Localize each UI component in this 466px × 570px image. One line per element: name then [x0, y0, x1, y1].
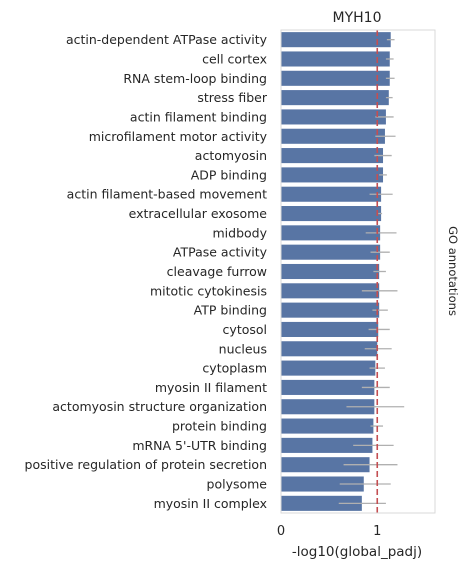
category-label: polysome: [207, 477, 268, 492]
category-label: nucleus: [219, 341, 267, 356]
x-axis-label: -log10(global_padj): [292, 544, 422, 560]
category-label: positive regulation of protein secretion: [25, 457, 267, 472]
bar: [281, 109, 386, 125]
bar: [281, 457, 370, 473]
bar: [281, 399, 375, 415]
bar: [281, 167, 384, 183]
bar: [281, 476, 364, 492]
category-label: microfilament motor activity: [89, 129, 268, 144]
category-label: cytoplasm: [202, 361, 267, 376]
category-label: RNA stem-loop binding: [123, 71, 267, 86]
category-label: ADP binding: [191, 167, 267, 182]
bar: [281, 128, 385, 144]
bar: [281, 495, 362, 511]
bar: [281, 206, 382, 222]
bar: [281, 321, 379, 337]
bar: [281, 186, 382, 202]
chart-title: MYH10: [333, 10, 382, 26]
category-label: actomyosin structure organization: [52, 399, 267, 414]
plot-area: actin-dependent ATPase activity cell cort…: [25, 30, 405, 539]
bar: [281, 341, 378, 357]
bar: [281, 379, 375, 395]
category-label: mitotic cytokinesis: [150, 283, 267, 298]
category-label: actin-dependent ATPase activity: [66, 32, 268, 47]
category-label: stress fiber: [197, 90, 267, 105]
bar: [281, 437, 373, 453]
category-label: protein binding: [172, 419, 267, 434]
category-label: midbody: [213, 225, 268, 240]
category-label: ATP binding: [194, 303, 267, 318]
bar: [281, 32, 391, 48]
category-label: actin filament binding: [130, 109, 267, 124]
category-label: extracellular exosome: [129, 206, 268, 221]
bar: [281, 51, 390, 67]
bar: [281, 360, 376, 376]
category-label: actomyosin: [195, 148, 267, 163]
category-label: cell cortex: [202, 51, 267, 66]
bar: [281, 148, 384, 164]
category-label: myosin II filament: [155, 380, 267, 395]
category-label: cytosol: [223, 322, 267, 337]
right-axis-label: GO annotations: [446, 226, 460, 316]
x-tick-label: 0: [277, 524, 285, 539]
category-label: actin filament-based movement: [67, 187, 267, 202]
category-label: myosin II complex: [154, 496, 267, 511]
bar: [281, 302, 380, 318]
bar: [281, 225, 381, 241]
plot-frame: [280, 29, 436, 514]
bar: [281, 418, 374, 434]
x-tick-label: 1: [373, 524, 381, 539]
bar: [281, 244, 381, 260]
bar: [281, 70, 390, 86]
category-label: cleavage furrow: [167, 264, 267, 279]
bar: [281, 263, 380, 280]
category-label: mRNA 5'-UTR binding: [132, 438, 267, 453]
bar: [281, 283, 380, 299]
category-label: ATPase activity: [173, 245, 268, 260]
bar: [281, 90, 389, 106]
